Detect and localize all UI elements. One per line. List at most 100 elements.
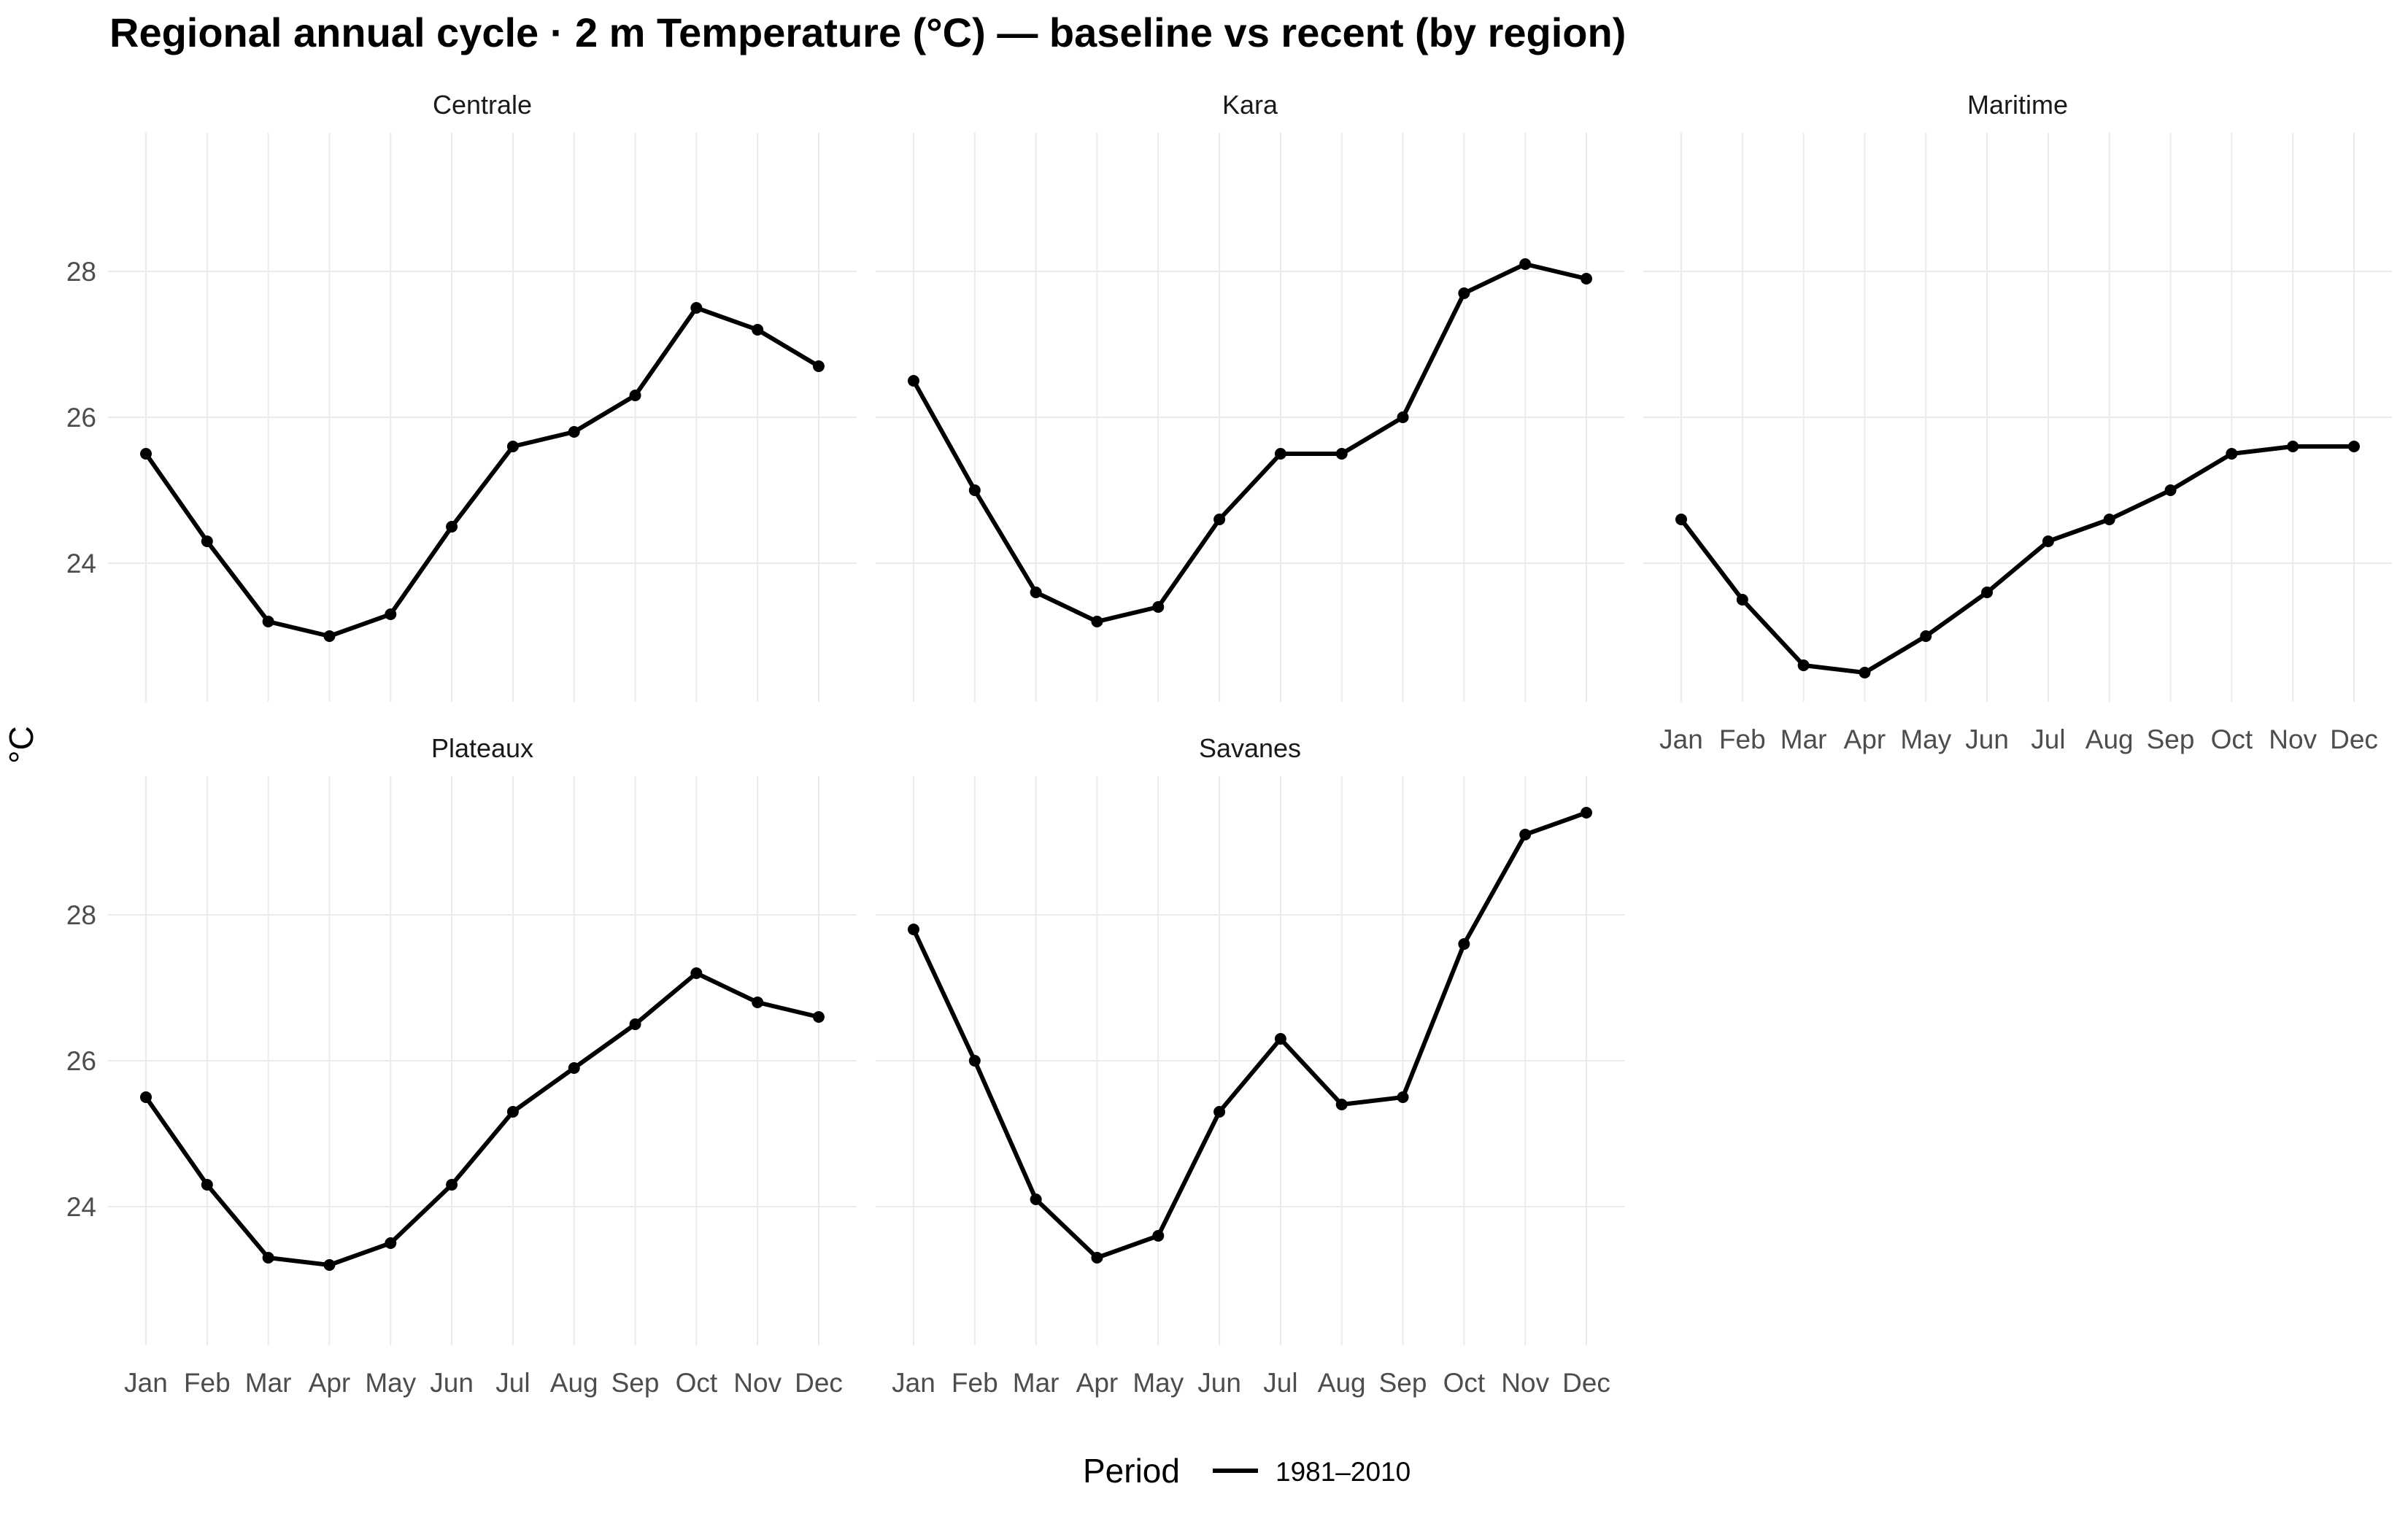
- data-point: [140, 1091, 152, 1103]
- data-point: [140, 448, 152, 460]
- x-tick-label: Oct: [676, 1368, 718, 1398]
- x-tick-label: Dec: [795, 1368, 843, 1398]
- data-point: [1030, 587, 1042, 598]
- data-point: [2164, 484, 2177, 496]
- x-tick-label: May: [1132, 1368, 1184, 1398]
- data-point: [1581, 273, 1592, 285]
- data-point: [2042, 535, 2054, 547]
- facet-label-centrale: Centrale: [433, 90, 532, 120]
- data-point: [1274, 1033, 1286, 1045]
- data-point: [568, 1062, 580, 1074]
- legend-title: Period: [1083, 1452, 1180, 1490]
- x-tick-label: Mar: [1013, 1368, 1060, 1398]
- x-tick-label: Aug: [2085, 724, 2134, 754]
- x-tick-label: Nov: [1501, 1368, 1549, 1398]
- y-axis-label: °C: [2, 726, 40, 764]
- data-point: [629, 390, 641, 401]
- data-point: [1675, 514, 1687, 525]
- data-point: [1581, 807, 1592, 819]
- series-line-savanes: [911, 811, 1589, 1260]
- data-point: [1458, 938, 1470, 950]
- data-point: [1091, 1252, 1103, 1264]
- x-tick-label: Apr: [1844, 724, 1886, 754]
- data-point: [1274, 448, 1286, 460]
- data-point: [1458, 287, 1470, 299]
- data-point: [385, 608, 397, 620]
- data-point: [2103, 514, 2115, 525]
- x-tick-label: Jan: [1659, 724, 1703, 754]
- data-point: [690, 302, 703, 314]
- data-point: [813, 1011, 825, 1023]
- data-point: [1859, 667, 1871, 678]
- data-point: [1397, 411, 1409, 423]
- x-tick-label: Apr: [1076, 1368, 1119, 1398]
- data-point: [1152, 601, 1165, 613]
- x-tick-label: Jul: [1263, 1368, 1297, 1398]
- data-point: [385, 1237, 397, 1249]
- data-point: [506, 1106, 519, 1118]
- x-tick-label: Jun: [430, 1368, 474, 1398]
- x-tick-label: Sep: [1379, 1368, 1427, 1398]
- data-point: [908, 924, 919, 935]
- data-point: [1981, 587, 1994, 598]
- data-point: [752, 997, 764, 1008]
- data-point: [752, 324, 764, 336]
- y-tick-label: 24: [66, 1192, 96, 1222]
- x-tick-label: Jun: [1965, 724, 2009, 754]
- chart-title: Regional annual cycle · 2 m Temperature …: [109, 9, 1626, 55]
- data-point: [2348, 441, 2360, 452]
- data-point: [568, 426, 580, 438]
- data-point: [446, 1179, 458, 1191]
- data-point: [1030, 1194, 1042, 1205]
- x-tick-label: Dec: [2330, 724, 2378, 754]
- data-point: [506, 441, 519, 452]
- y-tick-label: 26: [66, 403, 96, 433]
- data-point: [201, 535, 213, 547]
- data-point: [629, 1018, 641, 1030]
- facet-label-kara: Kara: [1222, 90, 1278, 120]
- x-tick-label: Aug: [1318, 1368, 1366, 1398]
- data-point: [446, 521, 458, 533]
- series-line-maritime: [1679, 444, 2356, 675]
- x-tick-label: Jun: [1197, 1368, 1241, 1398]
- data-point: [1920, 630, 1932, 642]
- data-point: [968, 484, 981, 496]
- x-tick-label: Apr: [309, 1368, 351, 1398]
- x-tick-label: Feb: [952, 1368, 998, 1398]
- data-point: [2287, 441, 2299, 452]
- data-point: [1736, 594, 1748, 606]
- series-line-plateaux: [144, 971, 821, 1267]
- x-tick-label: Jul: [2031, 724, 2065, 754]
- facet-label-savanes: Savanes: [1199, 733, 1301, 763]
- data-point: [1335, 1099, 1348, 1110]
- data-point: [908, 375, 919, 387]
- data-point: [1397, 1091, 1409, 1103]
- facet-label-maritime: Maritime: [1967, 90, 2068, 120]
- x-tick-label: Jan: [892, 1368, 935, 1398]
- data-point: [1797, 659, 1810, 671]
- data-point: [262, 1252, 274, 1264]
- x-tick-label: Dec: [1562, 1368, 1610, 1398]
- x-tick-label: Nov: [733, 1368, 782, 1398]
- y-tick-label: 28: [66, 257, 96, 287]
- data-point: [323, 630, 336, 642]
- data-point: [1213, 514, 1226, 525]
- x-tick-label: Mar: [1780, 724, 1827, 754]
- series-line-kara: [911, 262, 1589, 624]
- y-tick-label: 24: [66, 549, 96, 579]
- data-point: [813, 360, 825, 372]
- x-tick-label: Sep: [611, 1368, 660, 1398]
- x-tick-label: Feb: [1719, 724, 1766, 754]
- x-tick-label: Jan: [124, 1368, 168, 1398]
- data-point: [968, 1055, 981, 1067]
- data-point: [1519, 829, 1532, 840]
- series-line-centrale: [144, 306, 821, 638]
- data-point: [1213, 1106, 1226, 1118]
- x-tick-label: May: [365, 1368, 416, 1398]
- data-point: [201, 1179, 213, 1191]
- data-point: [262, 616, 274, 627]
- y-tick-label: 28: [66, 900, 96, 930]
- data-point: [2226, 448, 2238, 460]
- legend-entry: 1981–2010: [1276, 1457, 1411, 1487]
